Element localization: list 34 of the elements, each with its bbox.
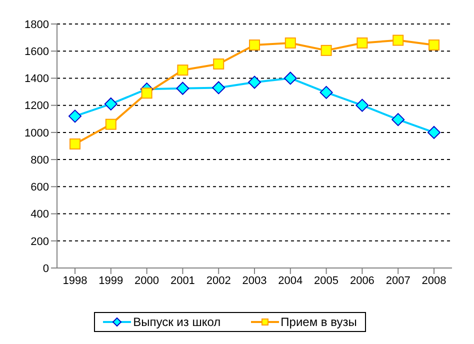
- point: [213, 58, 224, 70]
- x-tick-label: 1999: [98, 274, 124, 287]
- point: [392, 34, 404, 46]
- x-tick-label: 2004: [278, 274, 303, 287]
- x-tick-label: 1998: [62, 274, 88, 287]
- point: [284, 37, 296, 48]
- y-tick-label: 800: [30, 154, 49, 166]
- y-tick-label: 1000: [24, 127, 49, 140]
- x-tick-label: 2005: [314, 274, 339, 287]
- point: [105, 118, 116, 130]
- y-tick-label: 1800: [24, 18, 49, 31]
- point: [141, 88, 152, 99]
- y-tick-label: 600: [30, 182, 49, 194]
- x-tick-label: 2001: [170, 274, 195, 287]
- point: [249, 40, 260, 51]
- y-tick-label: 0: [42, 262, 49, 275]
- point: [356, 37, 368, 48]
- y-tick-label: 1600: [24, 46, 49, 58]
- x-tick-label: 2000: [134, 274, 160, 287]
- legend-label: Прием в вузы: [280, 315, 357, 329]
- x-tick-label: 2007: [386, 274, 410, 287]
- point: [428, 40, 440, 51]
- y-tick-label: 1400: [24, 73, 49, 86]
- y-tick-label: 400: [30, 208, 49, 221]
- x-tick-label: 2002: [206, 274, 231, 287]
- y-tick-label: 200: [30, 236, 49, 248]
- legend-label: Выпуск из школ: [132, 315, 221, 329]
- point: [70, 138, 80, 150]
- point: [320, 44, 332, 56]
- x-tick-label: 2006: [350, 274, 374, 287]
- x-tick-label: 2003: [242, 274, 267, 287]
- x-tick-label: 2008: [422, 274, 446, 287]
- y-tick-label: 1200: [24, 100, 49, 112]
- point: [177, 64, 188, 76]
